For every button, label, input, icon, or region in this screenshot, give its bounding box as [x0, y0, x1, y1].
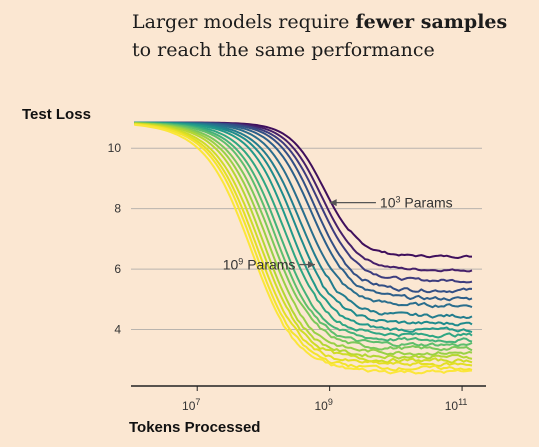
title-line1-plain: Larger models require — [132, 11, 356, 33]
title-line2: to reach the same performance — [132, 39, 435, 61]
annotation-arrowhead — [329, 199, 337, 207]
annotation-label: 103 Params — [380, 195, 453, 211]
y-tick-label: 8 — [114, 202, 121, 216]
series-line-12 — [134, 122, 473, 348]
annotations: 103 Params 109 Params — [223, 195, 453, 273]
y-tick-label: 10 — [108, 141, 122, 155]
x-axis-label: Tokens Processed — [129, 419, 261, 436]
series-line-18 — [134, 123, 473, 372]
series-line-17 — [134, 123, 473, 367]
y-tick-label: 6 — [114, 262, 121, 276]
series-line-13 — [134, 122, 473, 352]
y-tick-label: 4 — [114, 323, 121, 337]
y-axis-label: Test Loss — [22, 106, 91, 123]
annotation-label: 109 Params — [223, 257, 296, 273]
series-line-19 — [134, 123, 473, 375]
series-line-11 — [134, 121, 473, 344]
series-group — [134, 121, 473, 375]
axes: 107 109 1011 — [131, 385, 486, 413]
chart-title: Larger models require fewer samples to r… — [132, 8, 532, 64]
series-line-16 — [134, 122, 473, 364]
series-line-1 — [134, 121, 472, 259]
x-tick-label: 107 — [182, 397, 200, 413]
series-line-15 — [134, 122, 473, 360]
title-line1-bold: fewer samples — [355, 11, 508, 33]
x-tick-label: 1011 — [445, 397, 468, 413]
series-line-14 — [134, 122, 473, 356]
annotation-arrowhead — [307, 261, 315, 269]
x-tick-label: 109 — [314, 397, 332, 413]
